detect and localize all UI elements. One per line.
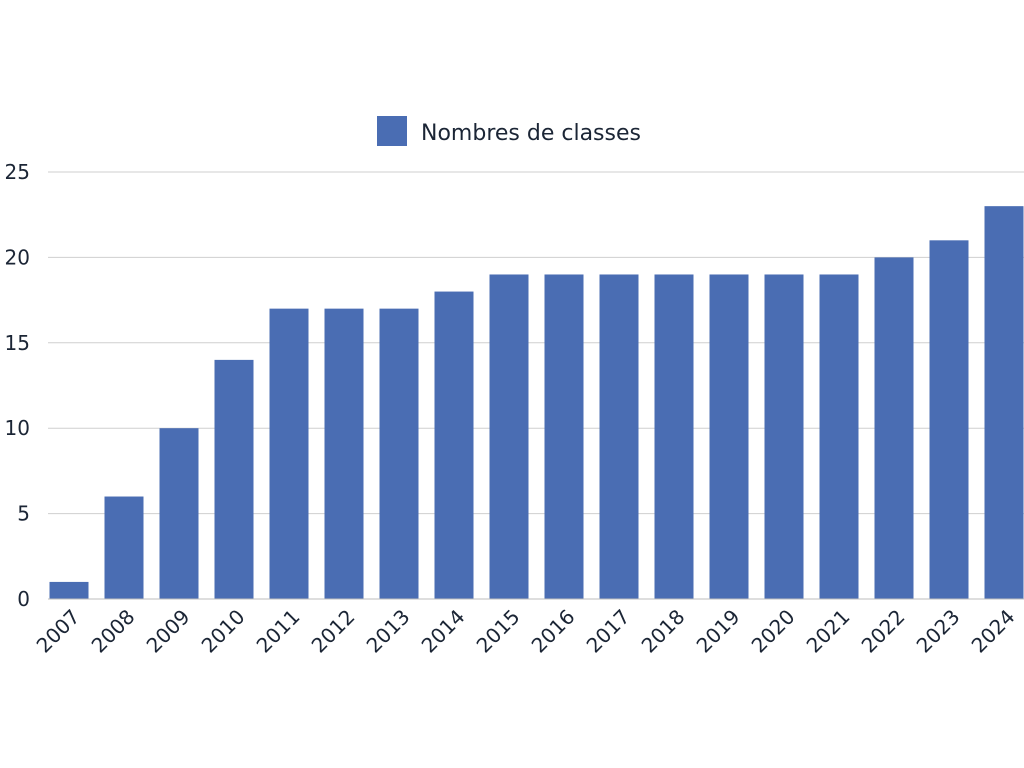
x-tick-label: 2011 [252,605,305,658]
legend: Nombres de classes [377,116,641,146]
bar-2021 [819,274,859,599]
x-tick-label: 2010 [197,605,250,658]
bar-2008 [104,496,144,599]
bar-2012 [324,308,364,599]
bar-2013 [379,308,419,599]
y-tick-label: 10 [5,416,30,440]
y-axis-tick-labels: 0 5 10 15 20 25 [5,160,30,611]
y-tick-label: 25 [5,160,30,184]
x-tick-label: 2013 [362,605,415,658]
bar-2017 [599,274,639,599]
x-tick-label: 2009 [142,605,195,658]
x-tick-label: 2021 [802,605,855,658]
bar-2015 [489,274,529,599]
bar-2024 [984,206,1024,599]
bar-2007 [49,581,89,599]
bar-2020 [764,274,804,599]
x-axis-tick-labels: 2007 2008 2009 2010 2011 2012 2013 2014 2015 2016… [32,605,1020,658]
bar-2010 [214,359,254,599]
bar-2022 [874,257,914,599]
x-tick-label: 2018 [637,605,690,658]
y-tick-label: 5 [17,502,30,526]
bar-2014 [434,291,474,599]
x-tick-label: 2012 [307,605,360,658]
legend-label: Nombres de classes [421,121,641,146]
x-tick-label: 2015 [472,605,525,658]
bar-2018 [654,274,694,599]
x-tick-label: 2019 [692,605,745,658]
x-tick-label: 2024 [967,605,1020,658]
x-tick-label: 2023 [912,605,965,658]
y-tick-label: 20 [5,245,30,269]
x-tick-label: 2008 [87,605,140,658]
x-tick-label: 2017 [582,605,635,658]
y-tick-label: 0 [17,587,30,611]
x-tick-label: 2022 [857,605,910,658]
legend-swatch [377,116,407,146]
x-tick-label: 2014 [417,605,470,658]
bar-2019 [709,274,749,599]
y-tick-label: 15 [5,331,30,355]
gridlines [48,171,1024,515]
bar-2009 [159,428,199,599]
x-tick-label: 2016 [527,605,580,658]
bars [49,206,1024,599]
bar-2023 [929,240,969,599]
x-tick-label: 2020 [747,605,800,658]
x-tick-label: 2007 [32,605,85,658]
bar-2016 [544,274,584,599]
bar-2011 [269,308,309,599]
